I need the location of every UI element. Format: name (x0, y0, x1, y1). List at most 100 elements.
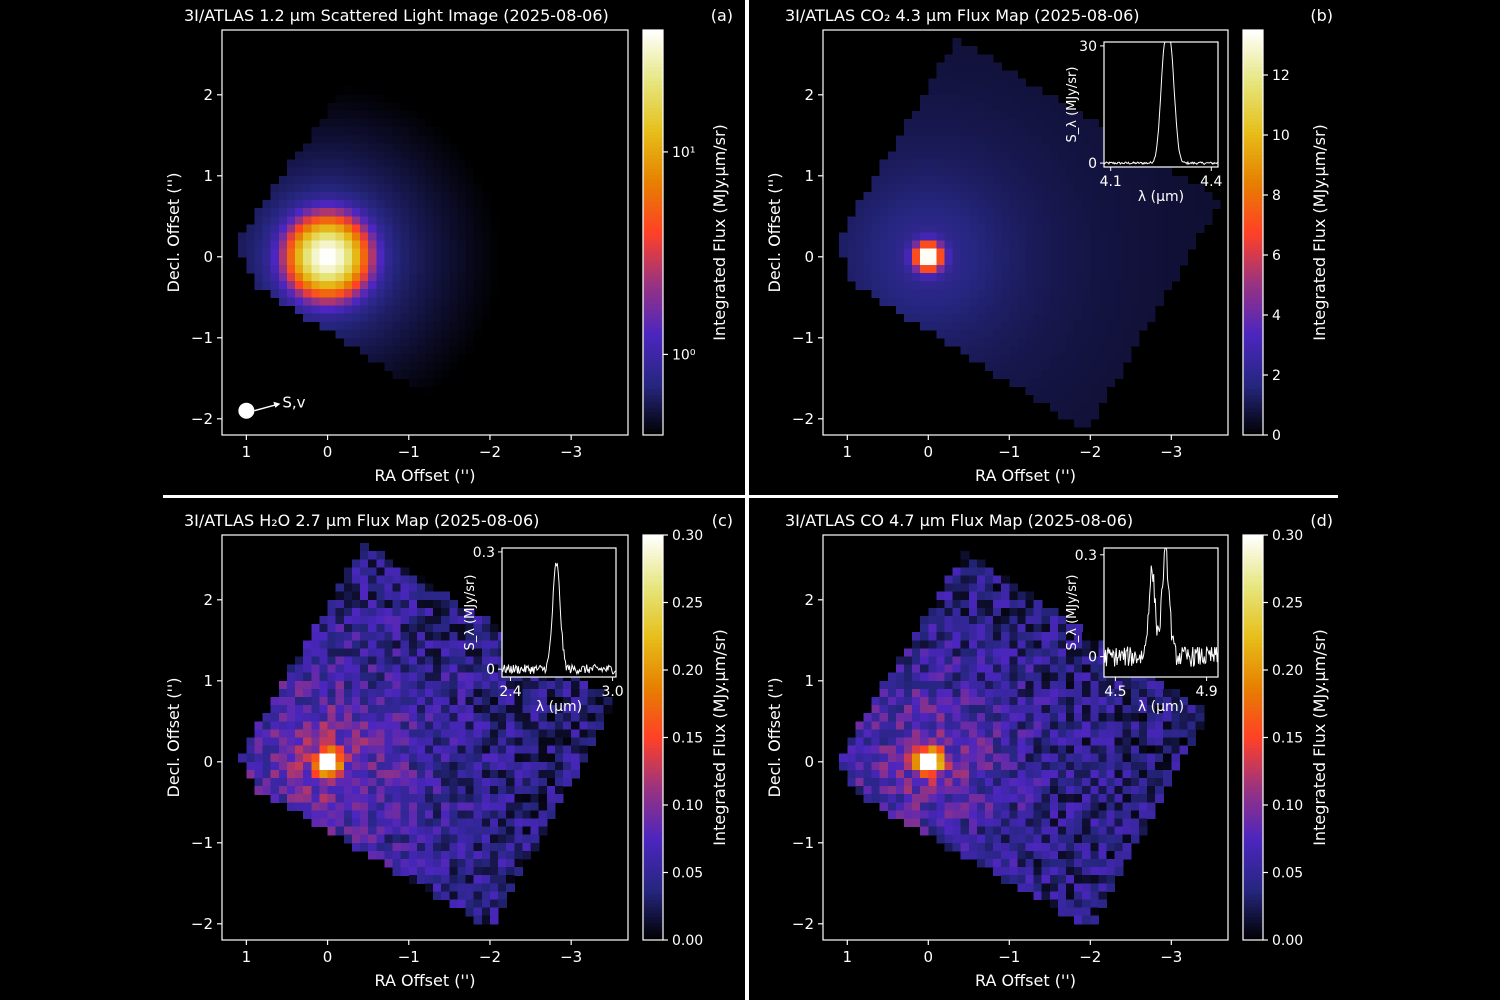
heatmap-cell (944, 119, 954, 128)
heatmap-cell (1122, 337, 1132, 347)
heatmap-cell (343, 697, 353, 706)
heatmap-cell (489, 632, 499, 641)
heatmap-cell (1033, 753, 1043, 763)
heatmap-cell (351, 305, 361, 315)
heatmap-cell (993, 737, 1002, 747)
heatmap-cell (270, 273, 280, 282)
heatmap-cell (376, 135, 385, 144)
heatmap-cell (871, 200, 881, 209)
heatmap-cell (506, 143, 515, 153)
heatmap-cell (1009, 111, 1018, 120)
colorbar-swatch (1243, 340, 1263, 345)
heatmap-cell (303, 281, 312, 290)
heatmap-cell (1025, 672, 1035, 682)
heatmap-cell (522, 248, 532, 258)
heatmap-cell (270, 697, 280, 706)
heatmap-cell (928, 697, 937, 706)
heatmap-cell (335, 672, 345, 682)
heatmap-cell (887, 167, 897, 177)
heatmap-cell (952, 224, 962, 234)
heatmap-cell (1001, 370, 1010, 379)
heatmap-cell (465, 745, 475, 755)
heatmap-cell (311, 672, 321, 682)
heatmap-cell (936, 713, 946, 722)
heatmap-cell (1090, 672, 1099, 682)
heatmap-cell (416, 200, 426, 209)
heatmap-cell (270, 705, 280, 714)
colorbar-swatch (1243, 401, 1263, 406)
heatmap-cell (343, 200, 353, 209)
heatmap-cell (449, 297, 459, 306)
heatmap-cell (571, 224, 580, 234)
heatmap-cell (976, 745, 986, 755)
heatmap-cell (563, 729, 572, 739)
heatmap-cell (546, 232, 556, 242)
heatmap-cell (1041, 607, 1051, 617)
heatmap-cell (303, 713, 312, 722)
heatmap-cell (1001, 200, 1010, 209)
heatmap-cell (1082, 769, 1091, 779)
heatmap-cell (408, 111, 418, 120)
heatmap-cell (904, 273, 913, 282)
heatmap-cell (384, 616, 394, 625)
heatmap-cell (1114, 167, 1124, 177)
heatmap-cell (246, 256, 256, 266)
colorbar-swatch (643, 707, 663, 712)
heatmap-cell (335, 240, 345, 250)
heatmap-cell (976, 648, 986, 658)
heatmap-cell (985, 183, 994, 193)
heatmap-cell (1082, 721, 1091, 730)
heatmap-cell (473, 402, 483, 412)
heatmap-cell (351, 175, 361, 185)
heatmap-cell (1001, 648, 1010, 658)
heatmap-cell (400, 778, 410, 787)
heatmap-cell (936, 329, 946, 339)
heatmap-cell (1017, 78, 1027, 88)
heatmap-cell (1001, 216, 1010, 225)
heatmap-cell (985, 70, 994, 80)
heatmap-cell (1017, 688, 1027, 698)
heatmap-cell (1057, 624, 1067, 633)
heatmap-cell (887, 802, 897, 811)
heatmap-cell (904, 802, 913, 811)
heatmap-cell (985, 648, 994, 658)
heatmap-cell (327, 664, 337, 674)
heatmap-cell (384, 607, 394, 617)
heatmap-cell (351, 183, 361, 193)
heatmap-cell (465, 345, 475, 355)
heatmap-cell (457, 672, 467, 682)
heatmap-cell (376, 354, 385, 363)
heatmap-cell (400, 632, 410, 641)
heatmap-cell (1017, 240, 1027, 250)
heatmap-cell (1017, 745, 1027, 755)
heatmap-cell (985, 232, 994, 242)
heatmap-cell (343, 151, 353, 161)
heatmap-cell (546, 216, 556, 225)
heatmap-cell (1130, 321, 1140, 331)
heatmap-cell (1114, 200, 1124, 209)
heatmap-cell (993, 248, 1002, 258)
heatmap-cell (319, 753, 329, 763)
heatmap-cell (1090, 127, 1099, 136)
heatmap-cell (904, 810, 913, 820)
heatmap-cell (457, 410, 467, 420)
heatmap-cell (376, 632, 385, 641)
heatmap-cell (416, 264, 426, 274)
heatmap-cell (433, 127, 442, 136)
heatmap-cell (1033, 119, 1043, 128)
heatmap-cell (1001, 778, 1010, 787)
heatmap-cell (514, 313, 524, 323)
heatmap-cell (425, 672, 434, 682)
heatmap-cell (351, 321, 361, 331)
heatmap-cell (1025, 591, 1035, 601)
heatmap-cell (1082, 713, 1091, 722)
colorbar-swatch (643, 262, 663, 267)
heatmap-cell (489, 883, 499, 892)
heatmap-cell (1066, 753, 1075, 763)
heatmap-cell (343, 86, 353, 96)
heatmap-cell (489, 680, 499, 690)
heatmap-cell (408, 867, 418, 876)
inset-y-label: S_λ (MJy/sr) (1065, 67, 1080, 143)
heatmap-cell (1001, 632, 1010, 641)
heatmap-cell (343, 599, 353, 609)
